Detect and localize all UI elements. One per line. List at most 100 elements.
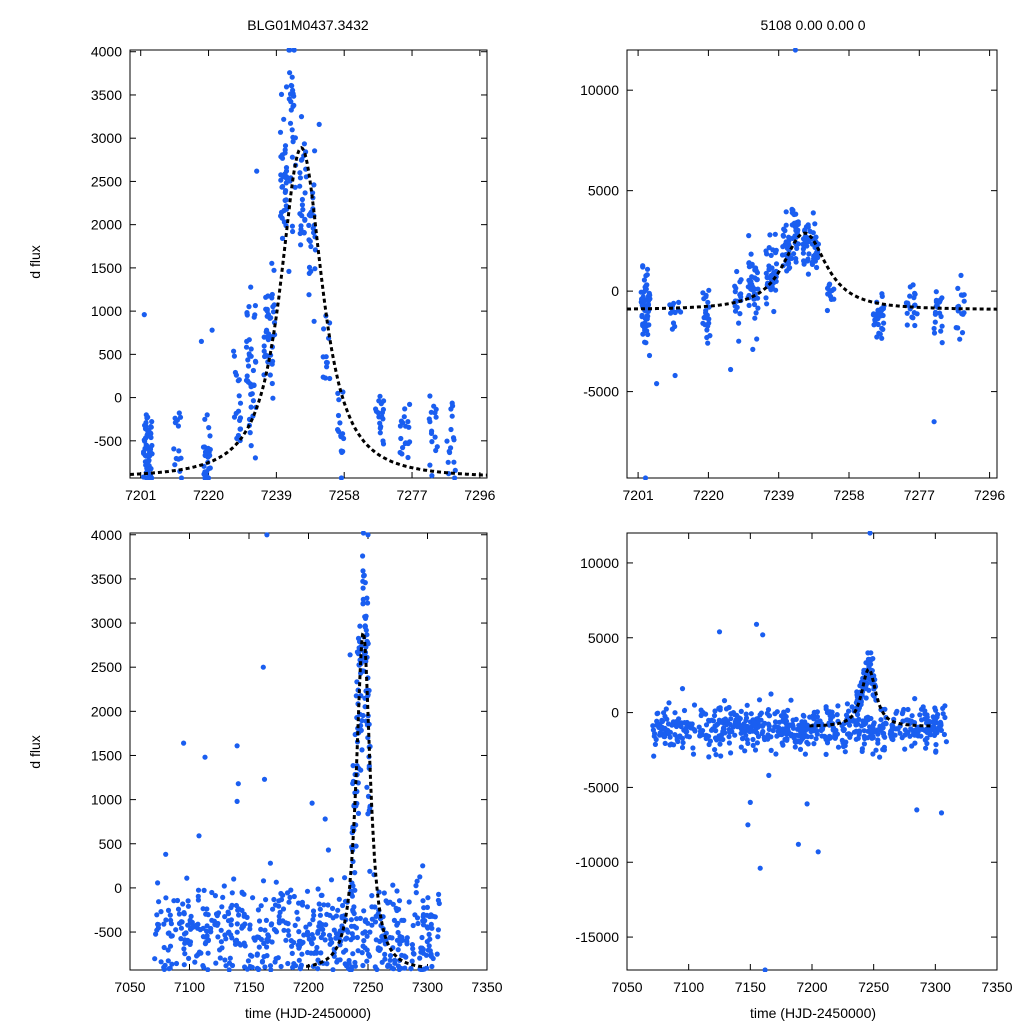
- data-point: [875, 321, 881, 328]
- data-point: [298, 223, 304, 229]
- data-point: [344, 935, 350, 941]
- data-point: [642, 339, 648, 345]
- data-point: [350, 951, 356, 957]
- data-point: [841, 726, 847, 733]
- data-point: [172, 415, 178, 421]
- data-point: [206, 425, 212, 431]
- data-point: [335, 412, 342, 419]
- data-point: [231, 353, 237, 359]
- data-point: [642, 475, 649, 480]
- data-point: [732, 283, 738, 289]
- data-point: [958, 272, 964, 278]
- y-axis-label-bottom: d flux: [27, 735, 43, 768]
- data-point: [420, 863, 426, 869]
- data-point: [407, 401, 413, 407]
- data-point: [328, 877, 335, 883]
- data-point: [353, 843, 359, 849]
- data-point: [905, 706, 911, 713]
- data-point: [237, 415, 244, 421]
- data-point: [239, 907, 245, 914]
- data-point: [290, 228, 296, 235]
- data-point: [410, 950, 416, 957]
- data-point: [364, 784, 370, 790]
- data-point: [267, 372, 273, 378]
- data-point: [270, 395, 276, 401]
- data-point: [734, 268, 740, 275]
- data-point: [260, 664, 266, 670]
- data-point: [932, 319, 938, 325]
- data-point: [375, 410, 381, 416]
- y-tick-label: 10000: [580, 82, 619, 98]
- data-point: [178, 455, 184, 461]
- data-point: [168, 933, 174, 939]
- data-point: [369, 893, 375, 899]
- data-point: [336, 896, 342, 902]
- data-point: [290, 134, 296, 140]
- data-point: [301, 230, 307, 236]
- data-point: [736, 338, 742, 344]
- x-axis-label-right: time (HJD-2450000): [750, 1005, 876, 1021]
- data-point: [282, 150, 288, 156]
- y-tick-label: 2000: [91, 217, 122, 233]
- data-point: [235, 781, 241, 787]
- data-point: [187, 917, 193, 924]
- data-point: [143, 412, 149, 418]
- data-point: [361, 572, 367, 579]
- data-point: [887, 731, 893, 737]
- data-point: [333, 913, 339, 919]
- data-point: [276, 903, 282, 909]
- data-point: [679, 735, 686, 742]
- data-point: [262, 927, 268, 933]
- data-point: [692, 728, 698, 734]
- data-point: [147, 433, 153, 439]
- data-point: [428, 430, 435, 436]
- data-point: [738, 294, 744, 300]
- data-point: [271, 267, 277, 273]
- data-point: [663, 706, 669, 712]
- data-point: [798, 738, 804, 744]
- data-point: [337, 420, 343, 426]
- x-tick-label: 7150: [735, 979, 766, 995]
- data-point: [201, 887, 207, 894]
- data-point: [234, 743, 240, 749]
- data-point: [684, 733, 690, 739]
- data-point: [855, 735, 861, 741]
- data-point: [795, 219, 801, 225]
- data-point: [176, 410, 182, 416]
- data-point: [880, 326, 886, 332]
- data-point: [907, 733, 913, 739]
- data-point: [933, 749, 939, 755]
- data-point: [237, 942, 244, 948]
- data-point: [878, 717, 884, 723]
- data-point: [810, 230, 816, 236]
- data-point: [301, 932, 307, 938]
- data-point: [286, 96, 292, 102]
- data-point: [147, 466, 154, 472]
- data-point: [745, 822, 751, 828]
- data-point: [408, 965, 414, 972]
- data-point: [403, 423, 409, 429]
- data-point: [144, 442, 150, 449]
- data-point: [861, 728, 867, 734]
- data-point: [941, 731, 948, 738]
- data-point: [245, 379, 251, 385]
- data-point: [684, 729, 690, 735]
- data-point: [338, 475, 344, 480]
- data-point: [146, 447, 152, 453]
- data-point: [721, 698, 728, 704]
- data-point: [291, 939, 297, 946]
- data-point: [360, 578, 366, 584]
- data-point: [264, 944, 270, 950]
- data-point: [155, 880, 161, 886]
- data-point: [410, 946, 416, 952]
- data-point: [254, 934, 260, 940]
- data-point: [226, 967, 232, 972]
- data-point: [654, 381, 660, 387]
- data-point: [732, 721, 739, 727]
- data-point: [293, 963, 299, 969]
- data-point: [260, 878, 267, 884]
- data-point: [318, 950, 324, 956]
- data-point: [172, 462, 178, 468]
- data-point: [145, 428, 151, 434]
- data-point: [348, 917, 354, 923]
